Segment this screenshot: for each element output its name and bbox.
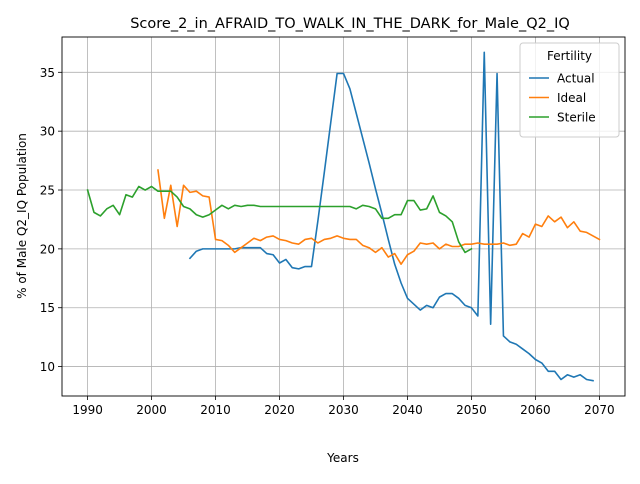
series-lines <box>86 51 601 382</box>
x-tick-label: 2040 <box>392 403 423 417</box>
x-axis-label: Years <box>326 451 359 465</box>
x-tick-label: 2060 <box>520 403 551 417</box>
legend-label-actual: Actual <box>557 72 595 86</box>
legend-entries: Actual Ideal Sterile <box>529 72 596 125</box>
legend-label-ideal: Ideal <box>557 91 586 105</box>
x-tick-label: 2030 <box>328 403 359 417</box>
legend: Fertility Actual Ideal Sterile <box>519 42 620 138</box>
x-tick-label: 2070 <box>584 403 615 417</box>
y-tick-label: 15 <box>40 301 55 315</box>
series-line-ideal <box>157 169 601 265</box>
x-tick-label: 2010 <box>200 403 231 417</box>
x-tick-label: 2050 <box>456 403 487 417</box>
legend-label-sterile: Sterile <box>557 111 596 125</box>
y-tick-label: 20 <box>40 242 55 256</box>
x-axis-ticks: 1990 2000 2010 2020 2030 2040 2050 2060 2070 <box>72 396 615 417</box>
series-line-sterile <box>86 185 473 254</box>
legend-box <box>519 42 620 138</box>
series-line-actual <box>188 51 594 382</box>
y-tick-label: 10 <box>40 360 55 374</box>
x-tick-label: 1990 <box>72 403 103 417</box>
y-axis-label: % of Male Q2_IQ Population <box>15 133 29 299</box>
y-axis-ticks: 10 15 20 25 30 35 <box>40 66 62 374</box>
y-tick-label: 30 <box>40 125 55 139</box>
y-tick-label: 35 <box>40 66 55 80</box>
legend-title: Fertility <box>547 49 592 63</box>
x-tick-label: 2000 <box>136 403 167 417</box>
y-tick-label: 25 <box>40 184 55 198</box>
chart-title: Score_2_in_AFRAID_TO_WALK_IN_THE_DARK_fo… <box>130 16 570 32</box>
x-tick-label: 2020 <box>264 403 295 417</box>
